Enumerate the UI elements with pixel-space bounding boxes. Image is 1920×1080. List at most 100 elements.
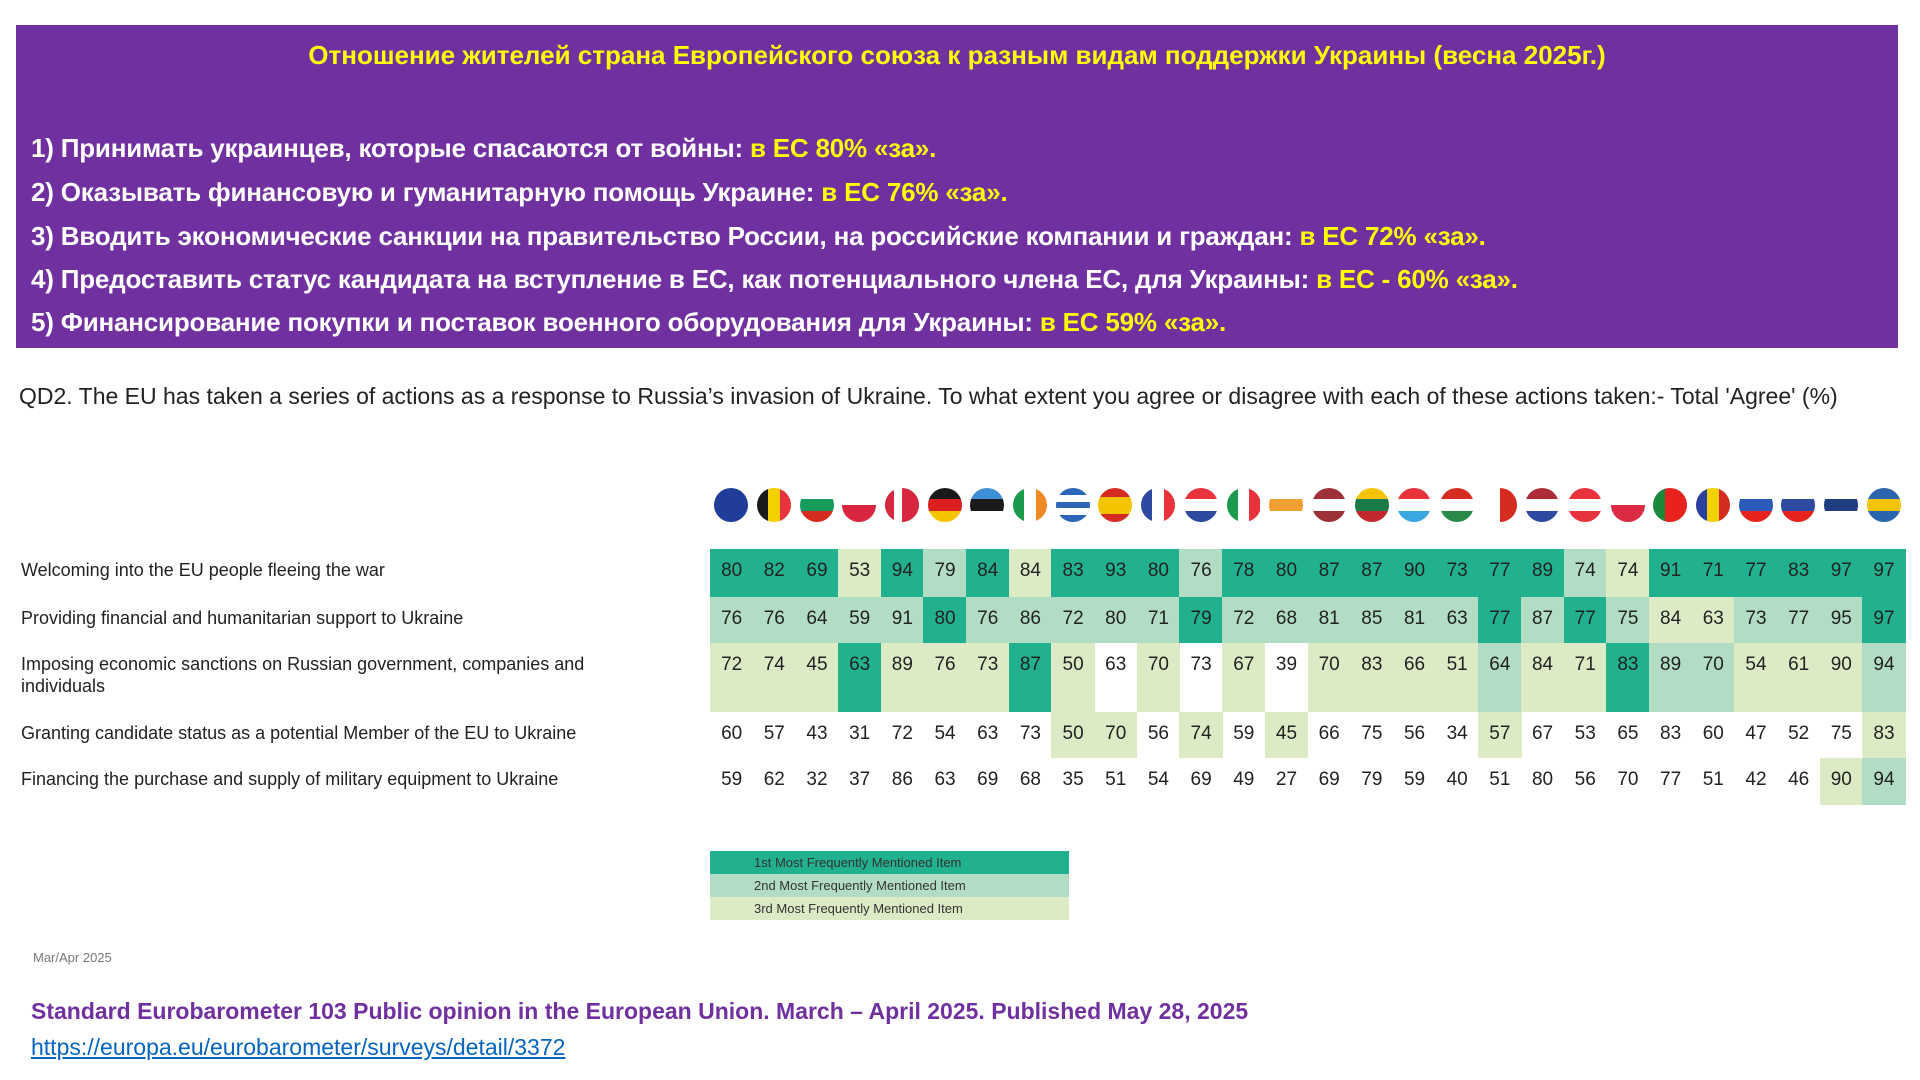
table-cell: 53: [1574, 723, 1596, 744]
table-cell: 62: [763, 769, 785, 790]
table-cell: 67: [1222, 643, 1266, 712]
table-cell: 46: [1788, 769, 1810, 790]
table-cell: 54: [934, 723, 956, 744]
flag-cyprus-icon: [1269, 488, 1304, 522]
table-cell: 57: [1478, 712, 1522, 758]
table-cell: 89: [880, 643, 924, 712]
flag-austria-icon: [1567, 488, 1602, 522]
table-cell: 86: [1008, 597, 1053, 643]
table-cell: 68: [1264, 597, 1309, 643]
table-cell: 76: [752, 597, 796, 643]
banner-title: Отношение жителей страна Европейского со…: [308, 40, 1606, 70]
table-cell: 56: [1147, 723, 1169, 744]
table-cell: 77: [1563, 597, 1607, 643]
line-highlight: в ЕС 59% «за».: [1039, 307, 1227, 337]
flag-slovakia-icon: [1781, 488, 1816, 522]
table-cell: 76: [923, 643, 967, 712]
table-cell: 66: [1392, 643, 1437, 712]
table-cell: 79: [1361, 769, 1383, 790]
line-text: 3) Вводить экономические санкции на прав…: [31, 221, 1300, 251]
table-cell: 91: [880, 597, 924, 643]
table-cell: 87: [1520, 597, 1565, 643]
flag-netherlands-icon: [1525, 488, 1560, 522]
flag-ireland-icon: [1013, 488, 1048, 522]
table-cell: 84: [1008, 549, 1053, 597]
table-cell: 83: [1350, 643, 1394, 712]
table-cell: 85: [1350, 597, 1394, 643]
table-cell: 52: [1788, 723, 1810, 744]
table-cell: 76: [1179, 549, 1223, 597]
survey-question: QD2. The EU has taken a series of action…: [19, 383, 1838, 409]
table-cell: 65: [1617, 723, 1639, 744]
table-cell: 39: [1275, 654, 1298, 675]
line-text: 5) Финансирование покупки и поставок вое…: [31, 307, 1040, 337]
source-link[interactable]: https://europa.eu/eurobarometer/surveys/…: [31, 1034, 566, 1060]
table-cell: 51: [1702, 769, 1724, 790]
flag-finland-icon: [1824, 488, 1859, 522]
table-cell: 34: [1446, 723, 1468, 744]
table-cell: 74: [1606, 549, 1650, 597]
table-cell: 60: [1702, 723, 1724, 744]
table-cell: 97: [1819, 549, 1863, 597]
table-cell: 59: [838, 597, 882, 643]
table-cell: 63: [838, 643, 882, 712]
table-cell: 75: [1830, 723, 1852, 744]
table-cell: 66: [1318, 723, 1340, 744]
flag-sweden-icon: [1866, 488, 1901, 522]
row-label: Imposing economic sanctions on Russian g…: [21, 654, 585, 696]
table-cell: 45: [795, 643, 839, 712]
table-cell: 70: [1136, 643, 1181, 712]
table-cell: 70: [1094, 712, 1138, 758]
table-cell: 91: [1648, 549, 1693, 597]
table-cell: 73: [1190, 654, 1212, 675]
flag-eu-icon: [714, 488, 749, 522]
legend-rank-1: 1st Most Frequently Mentioned Item: [710, 851, 1069, 874]
flag-luxembourg-icon: [1397, 488, 1432, 522]
table-cell: 35: [1062, 769, 1084, 790]
table-cell: 69: [977, 769, 999, 790]
flag-slovenia-icon: [1738, 488, 1773, 522]
table-cell: 97: [1862, 597, 1906, 643]
row-label: Providing financial and humanitarian sup…: [21, 608, 464, 628]
table-cell: 59: [1403, 769, 1426, 790]
table-cell: 72: [1222, 597, 1266, 643]
table-cell: 54: [1734, 643, 1778, 712]
flag-estonia-icon: [970, 488, 1005, 522]
table-cell: 84: [966, 549, 1010, 597]
flag-hungary-icon: [1439, 488, 1474, 522]
table-cell: 59: [1233, 723, 1255, 744]
table-cell: 63: [934, 769, 956, 790]
table-cell: 37: [849, 769, 871, 790]
table-cell: 77: [1660, 769, 1682, 790]
table-cell: 74: [1179, 712, 1223, 758]
table-cell: 54: [1147, 769, 1169, 790]
banner-line-1: 1) Принимать украинцев, которые спасаютс…: [31, 133, 936, 164]
table-cell: 89: [1648, 643, 1693, 712]
line-text: 2) Оказывать финансовую и гуманитарную п…: [31, 177, 822, 207]
banner-line-3: 3) Вводить экономические санкции на прав…: [31, 221, 1486, 252]
table-cell: 64: [1478, 643, 1522, 712]
table-cell: 80: [1264, 549, 1309, 597]
table-cell: 87: [1350, 549, 1394, 597]
table-cell: 80: [1136, 549, 1181, 597]
table-cell: 50: [1051, 643, 1095, 712]
flag-germany-icon: [927, 488, 962, 522]
table-cell: 69: [1318, 769, 1340, 790]
table-cell: 71: [1691, 549, 1735, 597]
table-cell: 81: [1392, 597, 1437, 643]
table-cell: 42: [1745, 769, 1767, 790]
table-cell: 27: [1275, 769, 1298, 790]
line-highlight: в ЕС 76% «за».: [821, 177, 1008, 207]
table-cell: 50: [1051, 712, 1095, 758]
table-cell: 61: [1777, 643, 1821, 712]
table-cell: 47: [1745, 723, 1767, 744]
flag-italy-icon: [1226, 488, 1261, 522]
table-cell: 56: [1574, 769, 1596, 790]
table-cell: 73: [966, 643, 1010, 712]
table-cell: 89: [1520, 549, 1565, 597]
table-cell: 90: [1392, 549, 1437, 597]
table-cell: 94: [1862, 643, 1906, 712]
table-cell: 60: [721, 723, 743, 744]
table-cell: 31: [849, 723, 871, 744]
table-cell: 82: [752, 549, 796, 597]
